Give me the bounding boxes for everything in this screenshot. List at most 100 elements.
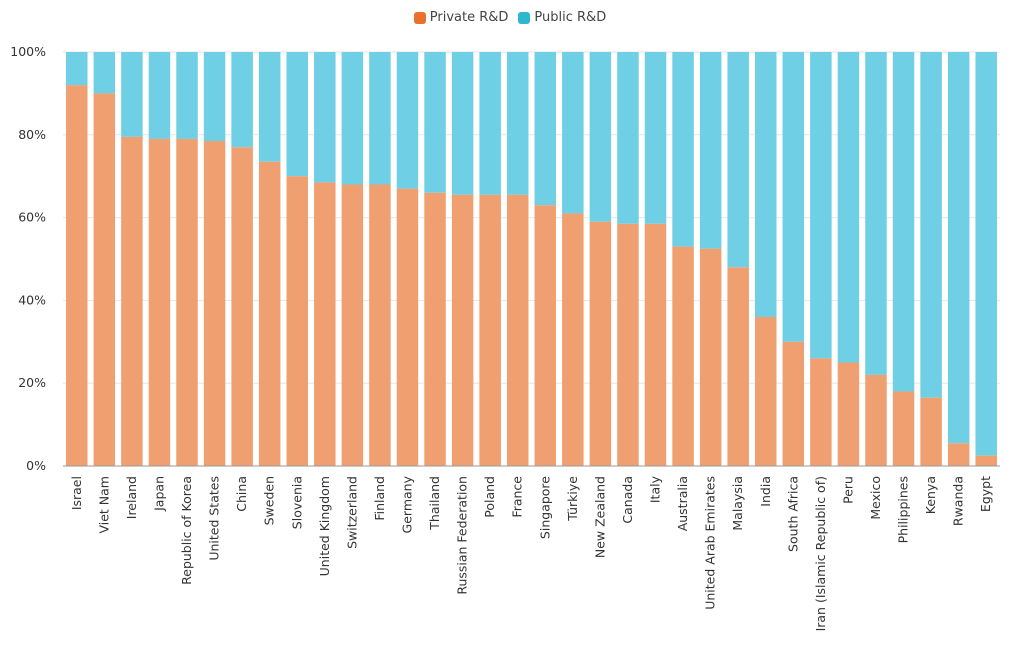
x-tick-label: Malaysia — [730, 476, 745, 531]
bar-private — [810, 358, 832, 466]
bar-public — [975, 52, 997, 456]
bar-public — [644, 52, 667, 224]
legend: Private R&D Public R&D — [0, 10, 1020, 25]
x-tick-label: Türkiye — [565, 476, 580, 522]
bar-private — [176, 138, 198, 466]
x-tick-label: France — [510, 476, 525, 518]
bar-private — [314, 182, 336, 466]
y-tick-label: 0% — [26, 458, 46, 473]
bar-private — [258, 161, 281, 466]
bar-private — [534, 205, 557, 466]
bar-public — [66, 52, 88, 86]
legend-swatch-public — [518, 11, 531, 24]
y-tick-label: 80% — [18, 127, 46, 142]
x-tick-label: Israel — [69, 476, 84, 510]
bar-public — [865, 52, 887, 375]
legend-swatch-private — [413, 11, 426, 24]
bar-public — [837, 52, 860, 363]
bar-private — [66, 85, 88, 467]
x-tick-label: Slovenia — [289, 476, 304, 529]
x-tick-label: New Zealand — [592, 476, 607, 558]
y-tick-label: 60% — [18, 210, 46, 225]
bar-public — [534, 52, 557, 206]
bar-private — [506, 194, 529, 466]
bar-private — [451, 194, 474, 466]
bar-private — [93, 93, 116, 467]
x-tick-label: Canada — [620, 476, 635, 524]
x-tick-label: Russian Federation — [455, 476, 470, 595]
bar-public — [424, 52, 446, 193]
bar-private — [644, 223, 667, 466]
x-tick-label: Japan — [151, 476, 166, 512]
bar-public — [314, 52, 336, 183]
x-tick-label: Italy — [648, 475, 663, 503]
bar-private — [755, 316, 777, 466]
bar-public — [672, 52, 694, 247]
x-tick-label: Peru — [840, 476, 855, 504]
bar-private — [892, 391, 915, 466]
x-tick-label: Kenya — [923, 476, 938, 514]
bar-private — [617, 223, 639, 466]
bar-public — [231, 52, 253, 148]
bar-public — [396, 52, 419, 189]
bar-private — [782, 341, 805, 466]
bar-public — [148, 52, 171, 139]
x-tick-label: Finland — [372, 476, 387, 521]
x-tick-label: Iran (Islamic Republic of) — [813, 476, 828, 631]
x-tick-label: Ireland — [124, 476, 139, 519]
bar-private — [920, 397, 942, 466]
legend-item-public[interactable]: Public R&D — [518, 10, 606, 25]
bar-public — [258, 52, 281, 162]
x-tick-label: Viet Nam — [96, 476, 111, 534]
bar-private — [203, 141, 226, 466]
x-tick-label: United Kingdom — [317, 476, 332, 576]
legend-label-private: Private R&D — [429, 10, 509, 25]
y-tick-label: 40% — [18, 292, 46, 307]
bar-private — [865, 374, 887, 466]
bar-private — [699, 248, 722, 466]
bar-private — [121, 136, 143, 466]
x-tick-label: Mexico — [868, 476, 883, 520]
bar-public — [892, 52, 915, 392]
bar-public — [176, 52, 198, 139]
bar-public — [286, 52, 308, 177]
bar-public — [203, 52, 226, 142]
bar-private — [286, 176, 308, 466]
bar-public — [562, 52, 584, 214]
bar-private — [975, 455, 997, 466]
bar-public — [920, 52, 942, 398]
x-tick-label: Republic of Korea — [179, 476, 194, 585]
bar-private — [396, 188, 419, 466]
bar-private — [727, 267, 749, 466]
bar-public — [589, 52, 612, 222]
bar-public — [699, 52, 722, 249]
x-tick-label: Switzerland — [344, 476, 359, 549]
x-tick-label: Poland — [482, 476, 497, 518]
x-tick-label: Philippines — [896, 476, 911, 543]
x-tick-label: United Arab Emirates — [703, 476, 718, 610]
bar-public — [727, 52, 749, 268]
bar-public — [121, 52, 143, 137]
bar-private — [672, 246, 694, 466]
bar-private — [369, 184, 391, 467]
bar-public — [506, 52, 529, 195]
bar-private — [341, 184, 364, 467]
legend-label-public: Public R&D — [534, 10, 607, 25]
x-tick-label: Australia — [675, 476, 690, 531]
bar-public — [479, 52, 501, 195]
bar-private — [148, 138, 171, 466]
bar-public — [947, 52, 970, 444]
bar-private — [589, 221, 612, 466]
x-tick-label: United States — [207, 476, 222, 561]
y-tick-label: 20% — [18, 375, 46, 390]
bar-public — [755, 52, 777, 317]
bar-public — [93, 52, 116, 94]
x-tick-label: China — [234, 476, 249, 512]
x-tick-label: Sweden — [262, 476, 277, 525]
x-tick-label: Germany — [399, 475, 414, 533]
x-tick-label: India — [758, 476, 773, 507]
bar-public — [810, 52, 832, 359]
legend-item-private[interactable]: Private R&D — [413, 10, 509, 25]
x-tick-label: Egypt — [978, 476, 993, 512]
